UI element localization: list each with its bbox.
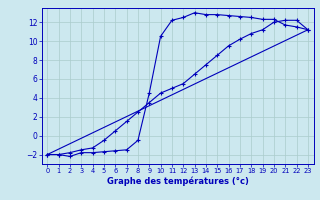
X-axis label: Graphe des températures (°c): Graphe des températures (°c): [107, 177, 249, 186]
